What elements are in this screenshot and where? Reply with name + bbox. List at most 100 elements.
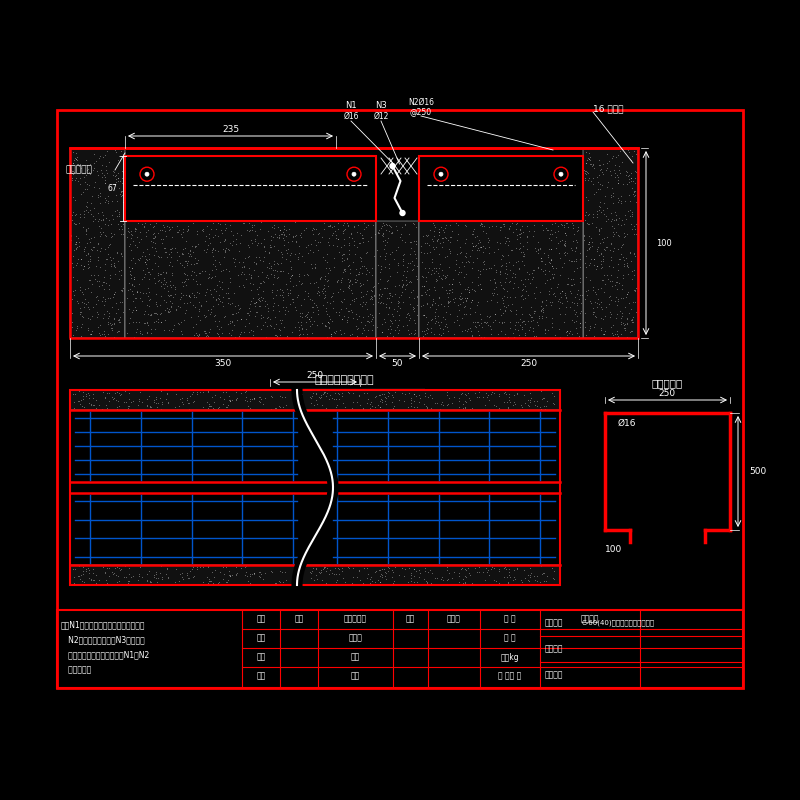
Point (579, 166, 592, 179)
Point (324, 389, 337, 402)
Point (538, 258, 551, 270)
Point (597, 254, 610, 267)
Point (131, 217, 144, 230)
Point (306, 262, 318, 274)
Point (628, 250, 641, 262)
Point (626, 210, 639, 222)
Point (74, 398, 86, 410)
Point (79, 562, 92, 575)
Point (544, 227, 557, 240)
Point (441, 561, 454, 574)
Point (282, 286, 294, 299)
Point (395, 221, 408, 234)
Point (489, 277, 502, 290)
Point (503, 274, 516, 287)
Point (154, 392, 166, 405)
Point (80, 565, 93, 578)
Point (541, 274, 554, 286)
Point (543, 257, 556, 270)
Point (409, 326, 422, 339)
Point (610, 291, 622, 304)
Point (503, 264, 516, 277)
Point (118, 570, 130, 583)
Point (86, 391, 99, 404)
Point (422, 566, 434, 578)
Point (149, 277, 162, 290)
Point (361, 572, 374, 585)
Point (166, 297, 178, 310)
Point (545, 299, 558, 312)
Point (234, 237, 246, 250)
Point (110, 203, 123, 216)
Point (293, 270, 306, 282)
Point (116, 165, 129, 178)
Point (82, 301, 94, 314)
Point (566, 279, 578, 292)
Point (165, 246, 178, 258)
Point (493, 562, 506, 575)
Point (498, 275, 511, 288)
Point (85, 325, 98, 338)
Point (376, 229, 389, 242)
Point (588, 295, 601, 308)
Point (210, 278, 223, 291)
Point (546, 259, 558, 272)
Point (152, 260, 165, 273)
Point (383, 262, 396, 274)
Point (606, 189, 619, 202)
Point (246, 237, 258, 250)
Point (423, 246, 436, 258)
Point (597, 274, 610, 286)
Point (330, 393, 342, 406)
Point (222, 244, 235, 257)
Point (154, 566, 166, 579)
Point (77, 186, 90, 198)
Point (318, 292, 330, 305)
Text: 签名: 签名 (406, 614, 415, 623)
Point (626, 208, 638, 221)
Point (112, 325, 125, 338)
Point (219, 234, 232, 246)
Point (235, 562, 248, 574)
Point (201, 282, 214, 295)
Point (527, 218, 540, 231)
Point (342, 561, 354, 574)
Point (364, 293, 377, 306)
Point (593, 158, 606, 171)
Point (232, 303, 245, 316)
Point (203, 231, 216, 244)
Point (625, 254, 638, 267)
Point (531, 243, 544, 256)
Point (410, 234, 422, 247)
Point (578, 230, 590, 242)
Point (153, 274, 166, 287)
Point (512, 254, 525, 267)
Point (380, 301, 393, 314)
Point (592, 292, 605, 305)
Point (223, 394, 236, 406)
Point (230, 393, 242, 406)
Point (133, 395, 146, 408)
Point (266, 263, 279, 276)
Point (140, 226, 153, 238)
Point (604, 306, 617, 318)
Point (199, 246, 212, 258)
Point (146, 220, 159, 233)
Point (208, 309, 221, 322)
Point (480, 262, 493, 275)
Point (436, 570, 449, 583)
Point (373, 292, 386, 305)
Point (461, 322, 474, 335)
Point (536, 566, 549, 579)
Point (96, 170, 109, 183)
Point (416, 279, 429, 292)
Point (207, 242, 220, 254)
Point (441, 564, 454, 577)
Point (357, 323, 370, 336)
Point (356, 402, 369, 415)
Point (602, 176, 614, 189)
Point (498, 282, 510, 295)
Point (453, 576, 466, 589)
Point (471, 237, 484, 250)
Point (155, 223, 168, 236)
